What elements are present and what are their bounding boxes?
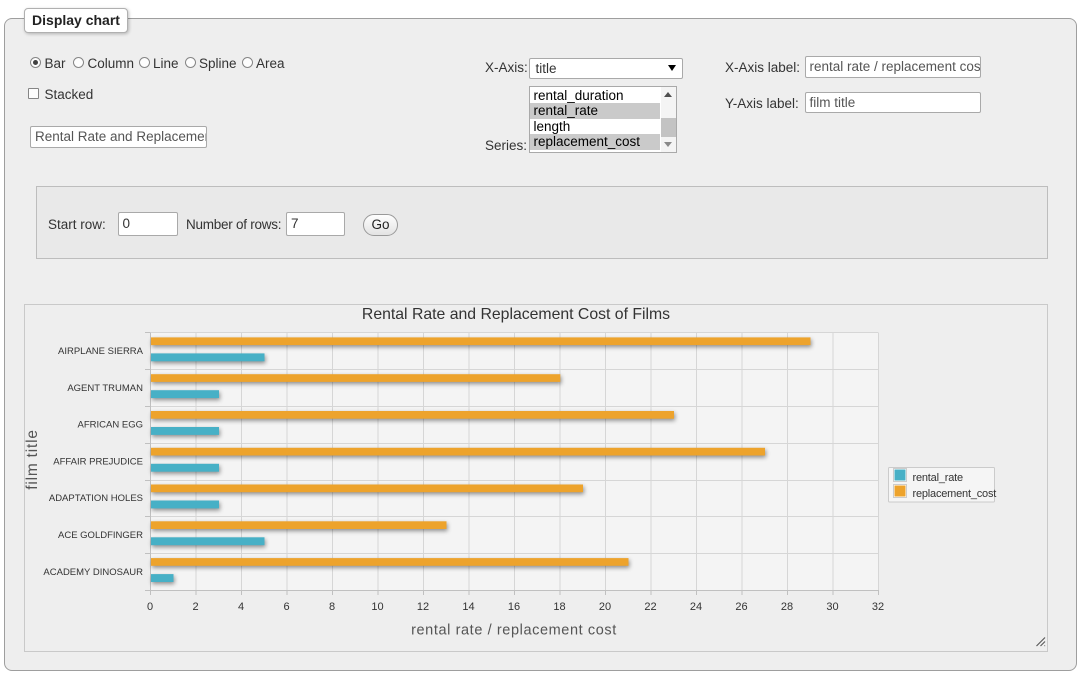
svg-text:32: 32 xyxy=(872,601,884,613)
svg-text:18: 18 xyxy=(553,601,565,613)
svg-text:16: 16 xyxy=(508,601,520,613)
svg-text:AFFAIR PREJUDICE: AFFAIR PREJUDICE xyxy=(53,456,143,467)
svg-text:ADAPTATION HOLES: ADAPTATION HOLES xyxy=(49,493,143,504)
svg-text:AIRPLANE SIERRA: AIRPLANE SIERRA xyxy=(58,346,144,357)
svg-text:film title: film title xyxy=(24,429,41,490)
svg-text:rental rate / replacement cost: rental rate / replacement cost xyxy=(411,623,617,639)
svg-text:2: 2 xyxy=(192,601,198,613)
svg-text:12: 12 xyxy=(417,601,429,613)
svg-text:22: 22 xyxy=(644,601,656,613)
svg-text:20: 20 xyxy=(599,601,611,613)
svg-text:ACE GOLDFINGER: ACE GOLDFINGER xyxy=(58,530,143,541)
svg-text:30: 30 xyxy=(826,601,838,613)
svg-text:replacement_cost: replacement_cost xyxy=(913,488,997,500)
svg-text:AGENT TRUMAN: AGENT TRUMAN xyxy=(67,383,143,394)
svg-text:10: 10 xyxy=(371,601,383,613)
svg-text:AFRICAN EGG: AFRICAN EGG xyxy=(78,420,143,431)
svg-text:8: 8 xyxy=(329,601,335,613)
svg-text:24: 24 xyxy=(690,601,702,613)
svg-text:28: 28 xyxy=(781,601,793,613)
svg-text:0: 0 xyxy=(147,601,153,613)
svg-text:ACADEMY DINOSAUR: ACADEMY DINOSAUR xyxy=(43,567,143,578)
svg-text:Rental Rate and Replacement Co: Rental Rate and Replacement Cost of Film… xyxy=(362,306,670,323)
svg-text:rental_rate: rental_rate xyxy=(913,472,963,484)
svg-text:14: 14 xyxy=(462,601,474,613)
svg-text:26: 26 xyxy=(735,601,747,613)
svg-text:6: 6 xyxy=(283,601,289,613)
svg-text:4: 4 xyxy=(238,601,244,613)
